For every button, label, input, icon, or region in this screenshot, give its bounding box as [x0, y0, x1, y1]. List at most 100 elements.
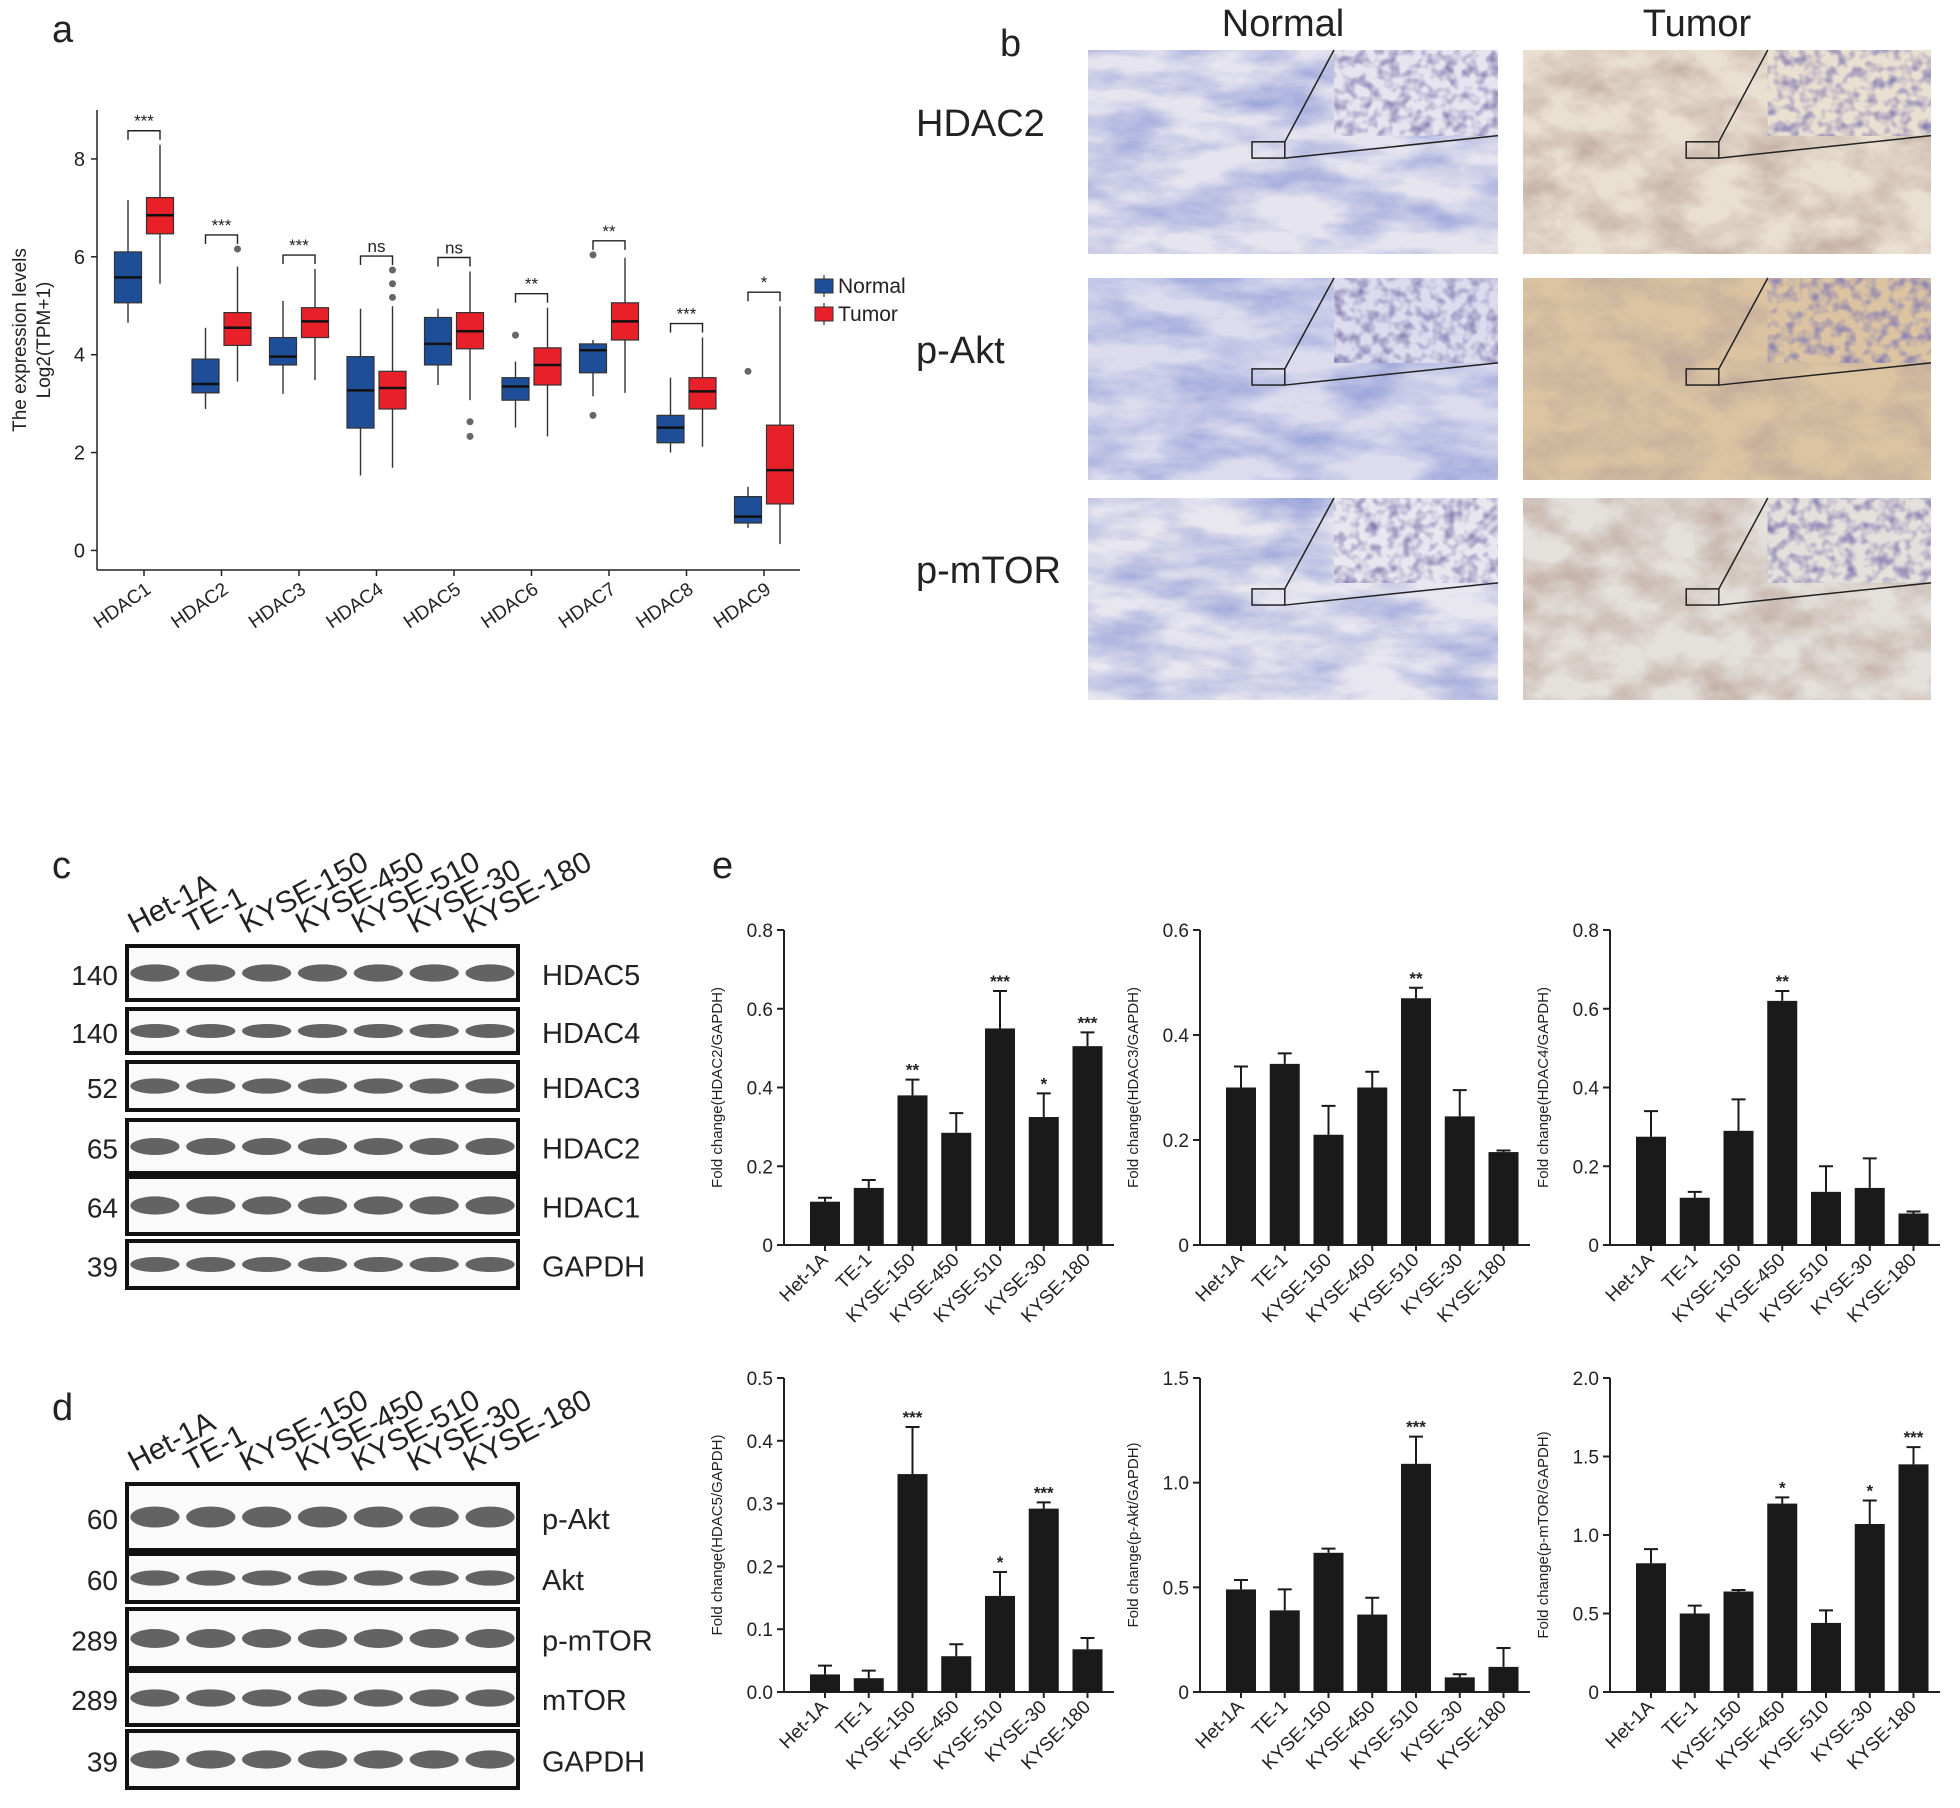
band: [242, 1138, 292, 1155]
bar: [853, 1678, 884, 1692]
band: [409, 1196, 459, 1215]
inset-texture: [1334, 50, 1498, 136]
band: [409, 1689, 459, 1707]
error-bar: [993, 1571, 1007, 1596]
y-tick-label: 0.8: [1573, 921, 1599, 942]
outlier: [389, 280, 396, 288]
zoom-box: [1251, 141, 1286, 159]
protein-label: GAPDH: [542, 1252, 645, 1284]
bar: [1401, 1463, 1431, 1692]
y-axis-label: Fold change(HDAC5/GAPDH): [709, 1435, 726, 1636]
error-bar: [1906, 1446, 1921, 1465]
box: [656, 414, 685, 444]
band: [242, 1506, 292, 1528]
band: [409, 1629, 459, 1648]
error-bar: [1496, 1647, 1511, 1667]
box: [533, 347, 562, 386]
x-tick-label: Het-1A: [1192, 1249, 1249, 1306]
y-tick-label: 0.6: [1163, 921, 1189, 942]
band: [465, 1570, 515, 1586]
band: [297, 964, 348, 982]
box: [733, 495, 763, 524]
marker-label: 289: [71, 1626, 118, 1657]
bar: [810, 1201, 840, 1245]
inset-texture: [1767, 50, 1931, 136]
legend-label: Tumor: [838, 303, 898, 326]
bar: [1811, 1622, 1841, 1692]
band: [409, 1570, 459, 1586]
inset-texture: [1334, 498, 1498, 583]
band: [242, 1023, 292, 1039]
y-tick-label: 1.5: [1573, 1448, 1599, 1469]
legend-swatch: [814, 306, 834, 322]
panel-letter: d: [52, 1387, 73, 1429]
y-tick-label: 0.2: [747, 1157, 773, 1178]
box: [378, 370, 407, 410]
y-tick-label: 0: [1588, 1683, 1599, 1704]
band: [242, 1078, 292, 1094]
marker-label: 289: [71, 1685, 118, 1716]
x-tick-label: Het-1A: [776, 1249, 833, 1306]
x-tick-label: HDAC1: [90, 579, 155, 633]
bar: [897, 1095, 928, 1245]
significance-label: **: [1409, 969, 1423, 988]
y-axis-label: The expression levels: [10, 248, 31, 432]
significance-bracket: [437, 256, 471, 267]
y-tick-label: 2: [74, 443, 85, 465]
significance-bracket: [747, 291, 781, 302]
x-tick-label: Het-1A: [1602, 1249, 1659, 1306]
x-tick-label: HDAC6: [478, 579, 543, 633]
bar: [1226, 1087, 1256, 1245]
band: [130, 1138, 180, 1155]
marker-label: 140: [71, 960, 118, 991]
error-bar: [1687, 1190, 1702, 1198]
band: [186, 1023, 236, 1039]
error-bar: [1906, 1210, 1921, 1214]
bar: [1636, 1136, 1666, 1245]
band: [409, 1023, 459, 1039]
box: [346, 356, 375, 429]
band: [130, 1196, 180, 1215]
significance-bracket: [592, 240, 626, 250]
band: [465, 1689, 515, 1707]
x-tick-label: HDAC9: [710, 579, 775, 633]
protein-label: HDAC3: [542, 1073, 640, 1105]
y-axis-label: Fold change(p-mTOR/GAPDH): [1535, 1431, 1552, 1638]
y-tick-label: 0.5: [1573, 1605, 1599, 1626]
bar: [1226, 1589, 1256, 1692]
y-tick-label: 0.2: [1573, 1157, 1599, 1178]
error-bar: [1365, 1596, 1380, 1615]
band: [353, 1506, 403, 1528]
zoom-box: [1685, 588, 1720, 606]
error-bar: [1277, 1052, 1292, 1064]
y-tick-label: 0.4: [747, 1432, 774, 1453]
y-tick-label: 0.1: [747, 1620, 773, 1641]
y-axis-label: Fold change(HDAC2/GAPDH): [709, 987, 726, 1188]
bar: [1767, 1000, 1798, 1245]
bar: [1636, 1563, 1666, 1692]
inset-texture: [1767, 498, 1931, 583]
band: [297, 1196, 348, 1215]
band: [186, 1689, 236, 1707]
zoom-line: [1284, 49, 1335, 143]
band: [297, 1629, 348, 1648]
outlier: [466, 432, 474, 440]
zoom-line: [1284, 362, 1499, 386]
band: [465, 1078, 515, 1094]
y-tick-label: 0: [1178, 1683, 1189, 1704]
error-bar: [1731, 1588, 1746, 1592]
band: [465, 964, 515, 982]
band: [130, 1078, 180, 1094]
error-bar: [949, 1643, 964, 1657]
bar: [941, 1656, 972, 1692]
error-bar: [1080, 1636, 1095, 1650]
marker-label: 65: [87, 1134, 118, 1165]
bar: [1028, 1117, 1059, 1245]
band: [353, 1689, 403, 1707]
band: [297, 1256, 348, 1273]
band: [186, 1196, 236, 1215]
significance-label: **: [906, 1061, 920, 1080]
y-tick-label: 0.4: [1163, 1026, 1190, 1047]
outlier: [512, 331, 519, 339]
